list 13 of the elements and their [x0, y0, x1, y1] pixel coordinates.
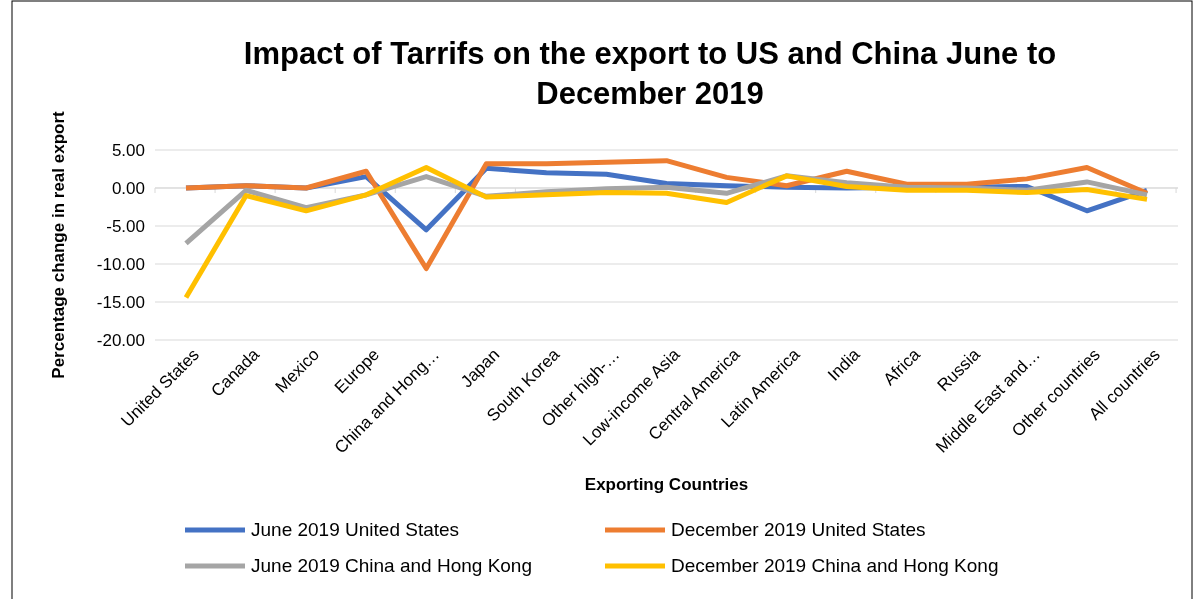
y-axis-title: Percentage change in real export	[49, 110, 68, 379]
y-tick-label: 0.00	[111, 178, 145, 198]
legend-label: December 2019 United States	[671, 519, 926, 540]
legend-label: December 2019 China and Hong Kong	[671, 555, 999, 576]
legend-label: June 2019 United States	[251, 519, 460, 540]
y-tick-label: -10.00	[96, 254, 145, 274]
x-axis-title: Exporting Countries	[584, 475, 749, 494]
legend-label: June 2019 China and Hong Kong	[251, 555, 533, 576]
y-tick-label: -20.00	[96, 330, 145, 350]
y-tick-label: -5.00	[106, 216, 145, 236]
y-tick-label: -15.00	[96, 292, 145, 312]
y-tick-label: 5.00	[111, 140, 145, 160]
chart-title: Impact of Tarrifs on the export to US and China June to December 2019	[243, 36, 1057, 111]
